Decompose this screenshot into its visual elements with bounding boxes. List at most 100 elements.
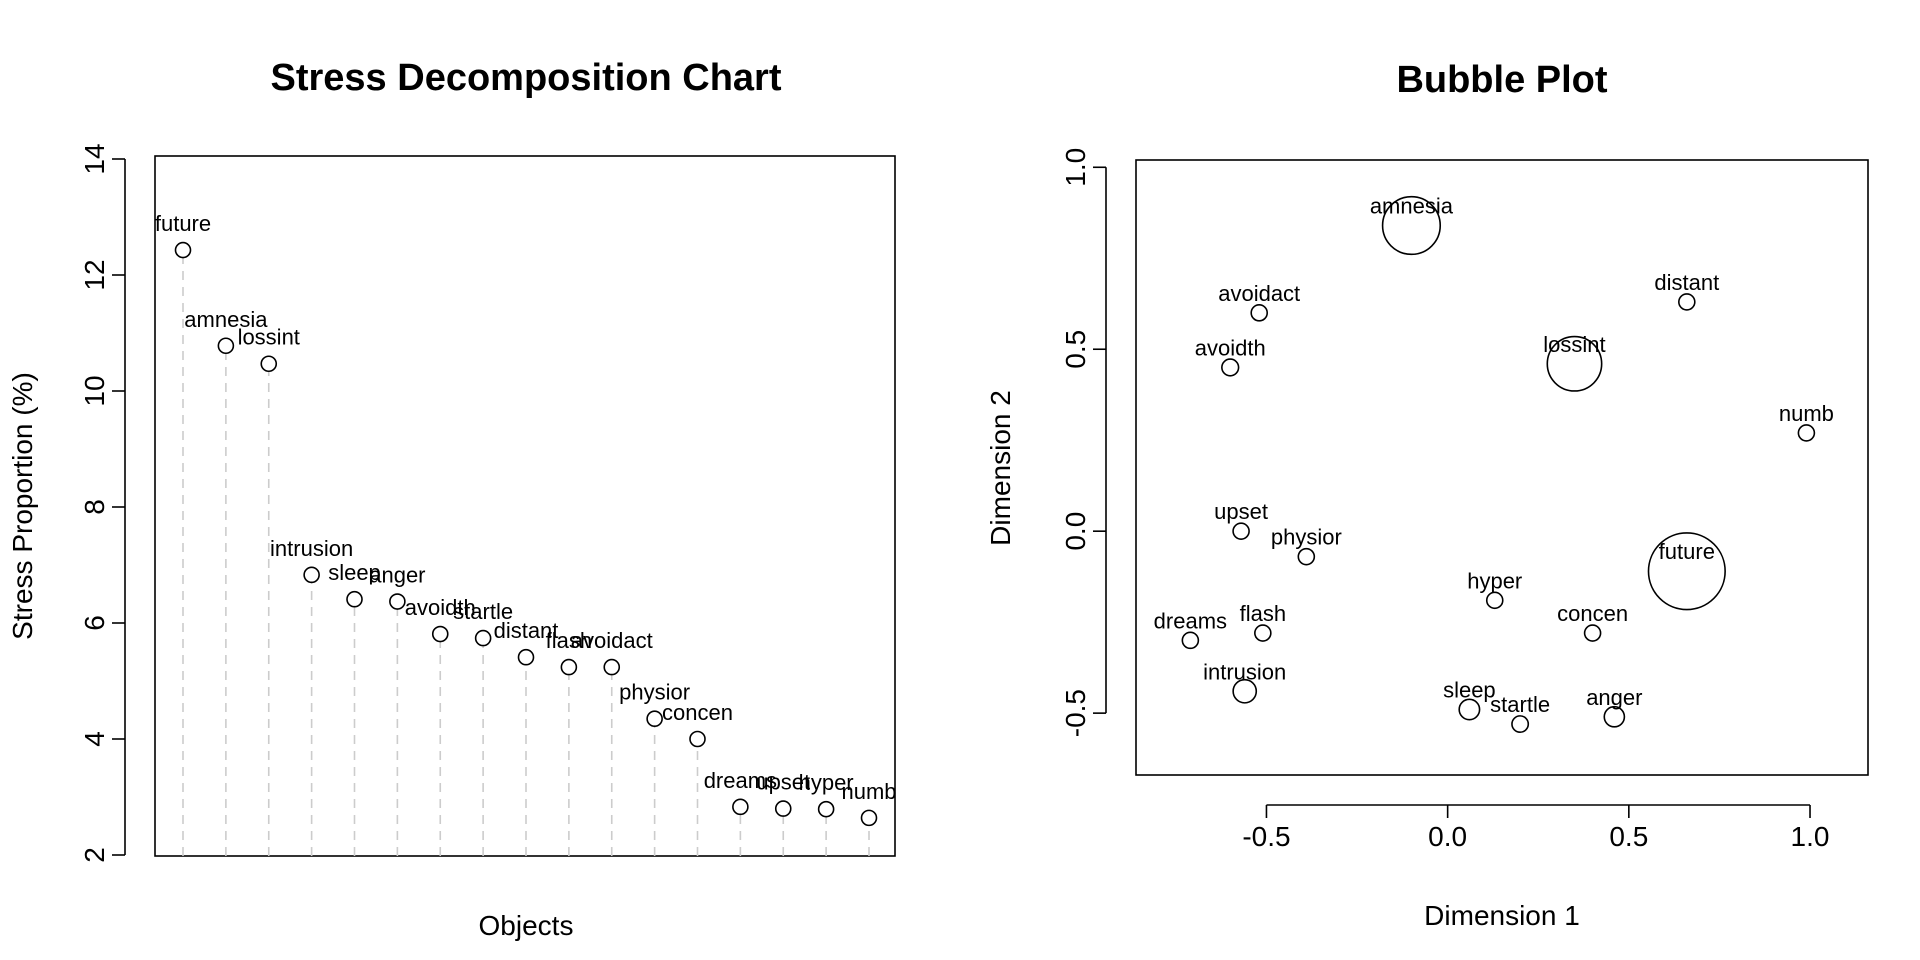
stress-decomposition-chart: Stress Decomposition Chart 2 4 6 8 10 12 14 fu… [7, 57, 897, 941]
stress-point-label: intrusion [270, 536, 353, 561]
stress-point [303, 566, 320, 584]
stress-point [774, 800, 792, 817]
bubble-point-label: physior [1271, 525, 1342, 550]
stress-stems [182, 258, 870, 856]
stress-point-label: numb [841, 779, 896, 804]
stress-point-label: startle [453, 599, 513, 624]
stress-point [389, 593, 406, 610]
stress-point [560, 658, 578, 676]
stress-y-axis-label: Stress Proportion (%) [7, 372, 38, 640]
bubble-point [1511, 715, 1530, 734]
stress-y-tick-label: 10 [79, 375, 110, 406]
bubble-point-label: amnesia [1370, 194, 1454, 219]
bubble-point [1232, 522, 1250, 540]
bubble-point-label: avoidact [1218, 281, 1300, 306]
bubble-point [1647, 532, 1726, 611]
bubble-x-tick-label: 0.0 [1428, 821, 1467, 852]
bubble-point-label: numb [1779, 401, 1834, 426]
stress-y-tick-label: 2 [79, 847, 110, 863]
stress-point [603, 658, 621, 676]
stress-point [174, 241, 192, 259]
stress-point [217, 337, 235, 355]
stress-y-tick-label: 14 [79, 143, 110, 174]
bubble-y-tick-label: 1.0 [1060, 148, 1091, 187]
stress-point [517, 648, 535, 666]
stress-point-label: hyper [799, 770, 854, 795]
stress-y-tick-label: 8 [79, 499, 110, 515]
stress-point [474, 629, 492, 647]
bubble-point-label: concen [1557, 601, 1628, 626]
stress-y-tick-label: 6 [79, 615, 110, 631]
bubble-point [1297, 547, 1316, 566]
stress-point [346, 590, 363, 608]
stress-point-label: avoidth [405, 595, 476, 620]
bubble-point-label: dreams [1154, 608, 1227, 633]
bubble-y-axis: -0.5 0.0 0.5 1.0 [1060, 148, 1107, 737]
bubble-point [1458, 698, 1481, 721]
bubble-x-axis-label: Dimension 1 [1424, 900, 1580, 931]
stress-point [431, 625, 449, 643]
stress-point-label: upset [756, 770, 810, 795]
stress-y-tick-label: 12 [79, 259, 110, 290]
bubble-point-label: hyper [1467, 568, 1522, 593]
stress-point [260, 355, 278, 373]
bubble-x-axis: -0.5 0.0 0.5 1.0 [1242, 804, 1830, 852]
bubble-point [1678, 293, 1696, 311]
stress-point-label: lossint [238, 325, 300, 350]
bubble-point-label: distant [1654, 270, 1719, 295]
stress-point-label: physior [619, 680, 690, 705]
bubble-point-label: flash [1240, 601, 1286, 626]
bubble-point-label: intrusion [1203, 659, 1286, 684]
bubble-point [1221, 358, 1240, 377]
bubble-point [1546, 335, 1603, 392]
bubble-chart-title: Bubble Plot [1396, 59, 1607, 101]
stress-point [860, 809, 878, 827]
bubble-x-tick-label: -0.5 [1242, 821, 1290, 852]
stress-point-label: anger [369, 563, 425, 588]
stress-x-axis-label: Objects [479, 910, 574, 941]
bubble-point [1254, 624, 1272, 642]
bubble-point-label: lossint [1543, 332, 1605, 357]
bubble-point [1797, 424, 1816, 442]
bubble-point-label: sleep [1443, 677, 1496, 702]
bubble-point [1485, 591, 1504, 610]
stress-point-label: future [155, 211, 211, 236]
stress-chart-title: Stress Decomposition Chart [271, 57, 782, 99]
bubble-point-label: anger [1586, 685, 1642, 710]
stress-point [689, 730, 706, 748]
stress-plot-frame [154, 155, 896, 857]
bubble-point [1381, 195, 1442, 256]
stress-point-label: distant [494, 618, 559, 643]
bubble-point [1181, 631, 1200, 650]
bubble-point-label: startle [1490, 692, 1550, 717]
bubble-x-tick-label: 1.0 [1791, 821, 1830, 852]
bubble-plot-frame [1135, 159, 1869, 776]
stress-point [646, 710, 663, 728]
stress-point [817, 800, 835, 818]
bubble-point [1603, 705, 1626, 728]
bubble-y-tick-label: -0.5 [1060, 689, 1091, 737]
stress-point-label: sleep [328, 560, 381, 585]
bubble-point-label: future [1659, 539, 1715, 564]
bubble-plot-chart: Bubble Plot -0.5 0.0 0.5 1.0 -0.50.00.51.0 … [985, 59, 1869, 931]
stress-point-label: dreams [704, 768, 777, 793]
stress-y-tick-label: 4 [79, 731, 110, 747]
bubble-point [1232, 678, 1258, 704]
stress-point-label: amnesia [184, 307, 268, 332]
bubble-point-label: upset [1214, 499, 1268, 524]
stress-point-label: concen [662, 700, 733, 725]
stress-point-label: flash [546, 628, 592, 653]
bubble-y-tick-label: 0.5 [1060, 330, 1091, 369]
bubble-point [1250, 304, 1269, 322]
bubble-y-tick-label: 0.0 [1060, 512, 1091, 551]
stress-point-label: avoidact [571, 628, 653, 653]
bubble-x-tick-label: 0.5 [1609, 821, 1648, 852]
stress-y-axis: 2 4 6 8 10 12 14 [79, 143, 126, 863]
bubble-y-axis-label: Dimension 2 [985, 390, 1016, 546]
stress-point [732, 798, 749, 816]
bubble-points: amnesia avoidact distant avoidth lossint numb… [1154, 194, 1834, 734]
bubble-point-label: avoidth [1195, 335, 1266, 360]
bubble-point [1583, 624, 1602, 642]
